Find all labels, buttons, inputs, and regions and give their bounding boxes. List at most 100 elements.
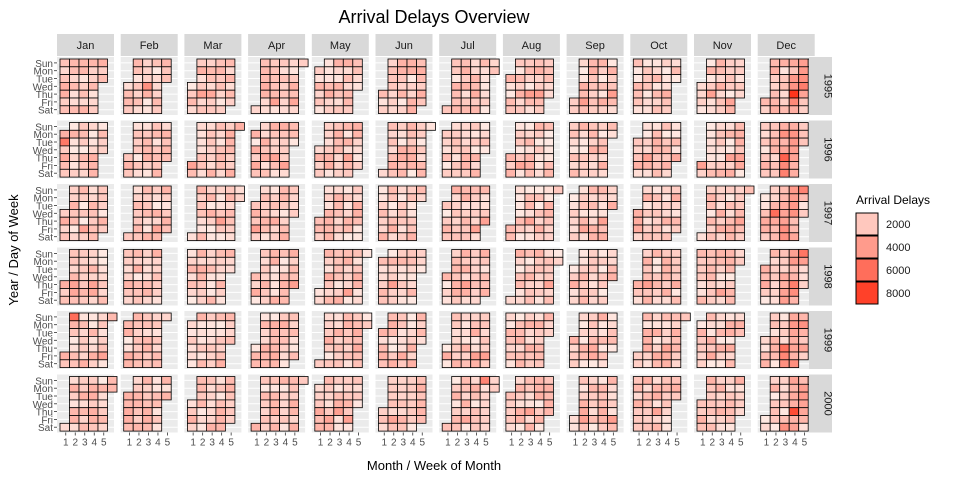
heatmap-cell — [725, 201, 736, 210]
heatmap-cell — [186, 161, 198, 170]
heatmap-cell — [123, 89, 134, 99]
heatmap-cell — [524, 105, 535, 115]
heatmap-cell — [515, 343, 526, 353]
heatmap-cell — [215, 66, 226, 76]
heatmap-cell — [342, 288, 354, 297]
heatmap-cell — [651, 168, 663, 178]
heatmap-cell — [779, 224, 790, 234]
heatmap-cell — [132, 97, 144, 107]
heatmap-cell — [725, 208, 736, 218]
legend-title: Arrival Delays — [856, 193, 930, 207]
heatmap-cell — [97, 407, 108, 416]
heatmap-cell — [588, 193, 599, 203]
heatmap-cell — [205, 335, 217, 345]
heatmap-cell — [78, 122, 89, 131]
heatmap-cell — [269, 383, 281, 393]
heatmap-cell — [352, 351, 363, 361]
heatmap-cell — [406, 58, 417, 68]
heatmap-cell — [288, 74, 300, 83]
heatmap-cell — [215, 208, 226, 218]
heatmap-cell — [441, 232, 453, 242]
heatmap-cell — [342, 383, 354, 393]
heatmap-cell — [69, 328, 80, 337]
heatmap-cell — [123, 320, 134, 329]
legend-label: 6000 — [886, 265, 910, 277]
heatmap-cell — [342, 422, 354, 432]
heatmap-cell — [670, 145, 682, 155]
heatmap-cell — [734, 320, 745, 329]
heatmap-cell — [597, 288, 608, 297]
heatmap-cell — [205, 161, 217, 170]
heatmap-cell — [151, 399, 163, 409]
heatmap-cell — [397, 359, 408, 368]
heatmap-cell — [470, 295, 481, 305]
heatmap-cell — [725, 391, 736, 401]
heatmap-cell — [314, 399, 325, 409]
heatmap-cell — [161, 153, 172, 162]
heatmap-cell — [524, 216, 535, 226]
heatmap-cell — [342, 89, 354, 99]
heatmap-cell — [132, 312, 144, 322]
panel-1997-may — [311, 184, 369, 242]
panel-1997-jan — [57, 184, 114, 242]
heatmap-cell — [734, 216, 745, 226]
heatmap-cell — [196, 415, 207, 424]
heatmap-cell — [543, 201, 554, 210]
heatmap-cell — [142, 58, 153, 68]
heatmap-cell — [97, 295, 108, 305]
heatmap-cell — [161, 224, 172, 234]
heatmap-cell — [123, 351, 134, 361]
heatmap-cell — [352, 391, 363, 401]
panel-1997-apr — [248, 184, 306, 242]
heatmap-cell — [661, 391, 672, 401]
heatmap-cell — [342, 193, 354, 203]
heatmap-cell — [597, 280, 608, 289]
heatmap-cell — [578, 343, 589, 353]
heatmap-cell — [78, 232, 89, 242]
x-tick-label: 4 — [283, 438, 289, 449]
heatmap-cell — [515, 153, 526, 162]
heatmap-cell — [123, 407, 134, 416]
heatmap-cell — [470, 359, 481, 368]
heatmap-cell — [397, 328, 408, 337]
heatmap-cell — [515, 208, 526, 218]
heatmap-cell — [734, 256, 745, 266]
heatmap-cell — [234, 193, 245, 203]
heatmap-cell — [406, 216, 417, 226]
heatmap-cell — [397, 193, 408, 203]
heatmap-cell — [651, 288, 663, 297]
heatmap-cell — [78, 335, 89, 345]
heatmap-cell — [769, 376, 781, 385]
heatmap-cell — [661, 216, 672, 226]
heatmap-cell — [215, 105, 226, 115]
heatmap-cell — [642, 351, 653, 361]
heatmap-cell — [779, 343, 790, 353]
heatmap-cell — [269, 422, 281, 432]
heatmap-cell — [387, 328, 398, 337]
heatmap-cell — [696, 82, 707, 91]
heatmap-cell — [661, 343, 672, 353]
heatmap-cell — [479, 145, 491, 155]
x-tick-label: 5 — [547, 438, 553, 449]
panel-1997-dec — [757, 184, 815, 242]
heatmap-cell — [142, 161, 153, 170]
heatmap-cell — [224, 320, 236, 329]
heatmap-cell — [578, 216, 589, 226]
heatmap-cell — [798, 383, 809, 393]
heatmap-cell — [387, 82, 398, 91]
panel-1999-oct — [630, 311, 691, 369]
heatmap-cell — [132, 66, 144, 76]
heatmap-cell — [132, 343, 144, 353]
heatmap-cell — [651, 129, 663, 139]
heatmap-cell — [205, 295, 217, 305]
heatmap-cell — [269, 256, 281, 266]
heatmap-cell — [524, 137, 535, 147]
heatmap-cell — [69, 383, 80, 393]
heatmap-cell — [387, 415, 398, 424]
heatmap-cell — [524, 249, 535, 258]
y-tick-label: Tue — [36, 265, 53, 276]
heatmap-cell — [607, 399, 618, 409]
heatmap-cell — [661, 288, 672, 297]
heatmap-cell — [88, 216, 99, 226]
heatmap-cell — [670, 391, 682, 401]
